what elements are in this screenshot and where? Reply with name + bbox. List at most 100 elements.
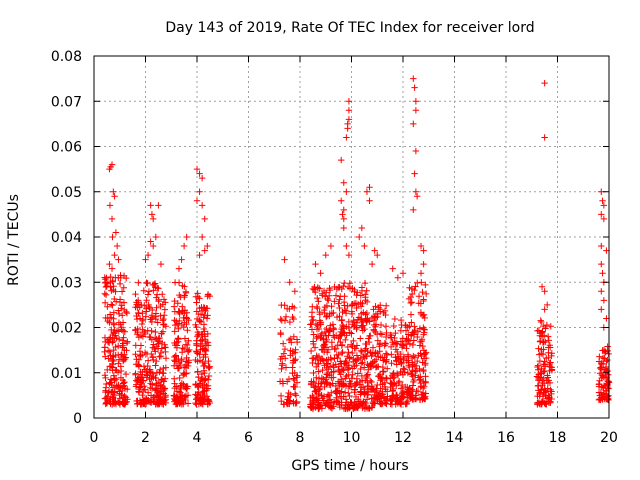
data-point: [547, 359, 554, 366]
data-point: [361, 347, 369, 354]
data-point: [409, 329, 416, 336]
data-point: [102, 291, 110, 299]
data-point: [109, 233, 116, 241]
data-point: [394, 274, 402, 281]
data-point: [399, 342, 406, 349]
data-point: [201, 247, 208, 254]
data-point: [205, 357, 212, 365]
data-point: [596, 364, 604, 372]
data-point: [345, 389, 352, 397]
data-point: [372, 328, 379, 336]
data-point: [599, 270, 606, 277]
data-point: [204, 293, 211, 300]
data-point: [342, 336, 349, 344]
data-point: [600, 202, 608, 209]
data-point: [331, 298, 338, 305]
data-point: [288, 339, 295, 346]
data-point: [180, 369, 187, 377]
data-point: [539, 381, 546, 389]
data-point: [338, 156, 345, 164]
data-point: [343, 323, 350, 330]
data-point: [414, 279, 421, 287]
data-point: [374, 251, 381, 259]
data-point: [372, 349, 379, 356]
data-point: [375, 304, 382, 311]
data-point: [193, 197, 201, 204]
data-point: [198, 233, 206, 241]
data-point: [118, 302, 126, 309]
data-point: [181, 319, 188, 326]
data-point: [345, 251, 353, 259]
data-point: [535, 376, 542, 384]
data-point: [148, 350, 155, 358]
y-tick-label: 0.08: [51, 49, 82, 65]
data-point: [137, 342, 145, 349]
data-point: [143, 279, 151, 287]
data-point: [324, 346, 332, 353]
data-point: [175, 320, 183, 327]
data-point: [110, 309, 118, 316]
data-point: [410, 75, 417, 82]
data-point: [347, 383, 355, 391]
data-point: [196, 170, 203, 177]
data-point: [417, 338, 424, 346]
data-point: [341, 279, 348, 287]
data-point: [112, 352, 119, 359]
data-point: [289, 359, 297, 367]
data-point: [152, 362, 159, 369]
data-point: [397, 400, 405, 407]
data-point: [103, 283, 110, 290]
data-point: [344, 302, 351, 310]
data-point: [381, 379, 388, 386]
data-point: [205, 363, 212, 371]
data-point: [139, 391, 146, 399]
data-point: [112, 229, 120, 236]
data-point: [372, 364, 380, 371]
data-point: [600, 373, 607, 381]
data-point: [328, 343, 336, 351]
data-point: [198, 202, 206, 209]
data-point: [361, 385, 368, 393]
data-point: [349, 349, 356, 357]
data-point: [123, 309, 131, 317]
data-point: [173, 344, 181, 351]
data-point: [133, 315, 141, 323]
data-point: [107, 379, 114, 386]
data-point: [420, 247, 427, 254]
x-tick-label: 14: [446, 430, 464, 446]
data-point: [350, 337, 357, 345]
data-point: [113, 327, 121, 334]
data-point: [312, 320, 320, 328]
x-tick-label: 4: [193, 430, 202, 446]
data-point: [409, 341, 417, 349]
data-point: [382, 350, 390, 357]
data-point: [403, 400, 410, 408]
x-tick-label: 6: [244, 430, 253, 446]
data-point: [310, 382, 318, 390]
data-point: [101, 344, 108, 351]
data-point: [106, 348, 114, 355]
data-point: [281, 345, 289, 353]
data-point: [422, 390, 429, 397]
data-point: [192, 380, 199, 388]
data-point: [417, 300, 425, 307]
data-point: [323, 364, 330, 371]
data-point: [542, 325, 549, 332]
data-point: [351, 363, 358, 370]
data-point: [363, 340, 370, 348]
data-point: [345, 349, 352, 356]
data-point: [358, 348, 366, 356]
data-point: [414, 333, 421, 341]
data-point: [313, 303, 321, 311]
data-point: [536, 357, 544, 365]
data-point: [371, 247, 378, 254]
data-point: [336, 401, 343, 409]
data-point: [278, 362, 286, 369]
data-point: [133, 312, 140, 320]
y-tick-label: 0.02: [51, 321, 82, 337]
data-point: [343, 134, 350, 141]
data-point: [206, 364, 213, 372]
data-point: [344, 353, 351, 360]
data-point: [420, 311, 428, 319]
data-point: [377, 400, 384, 408]
